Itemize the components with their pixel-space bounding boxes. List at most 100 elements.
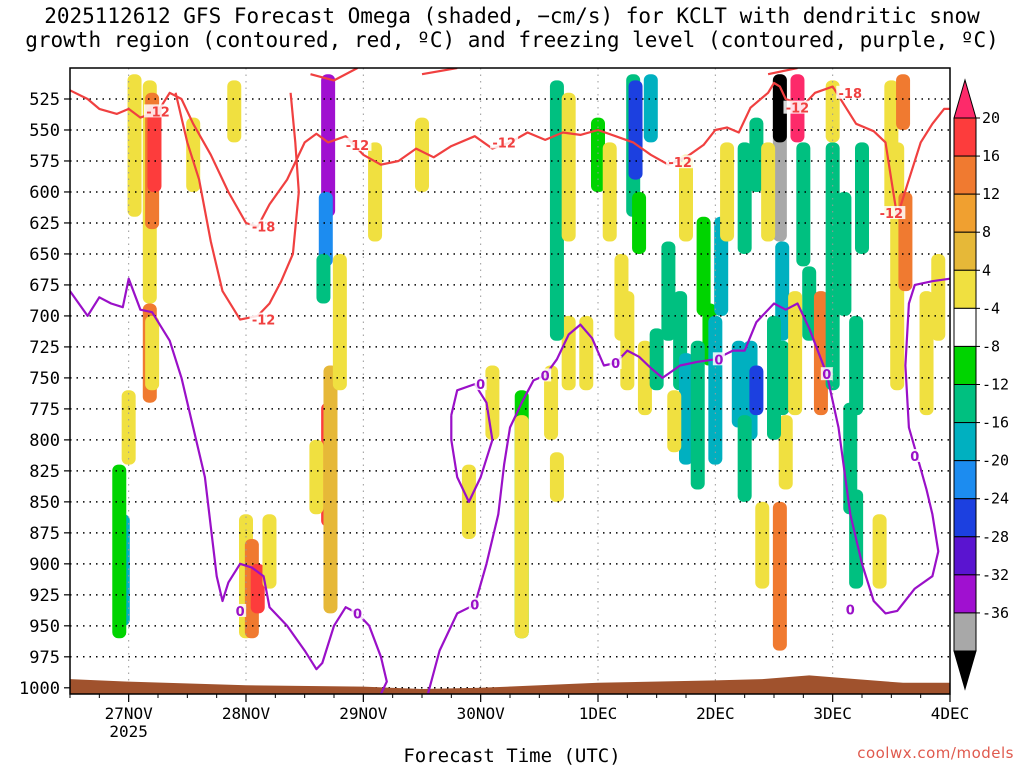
contour-label: -12 <box>786 102 810 117</box>
omega-cell <box>661 241 676 341</box>
omega-cell <box>731 340 746 428</box>
omega-cell <box>737 415 752 502</box>
omega-cell <box>772 74 787 143</box>
omega-cell <box>696 216 711 316</box>
colorbar-box <box>953 231 977 271</box>
dendritic-contour <box>767 68 798 76</box>
contour-label-bg <box>712 352 725 366</box>
x-tick-label: 2DEC <box>696 704 735 723</box>
omega-cell <box>825 80 840 143</box>
contour-label: 0 <box>846 604 855 619</box>
freezing-contour <box>450 383 494 503</box>
y-tick-label: 950 <box>29 617 60 637</box>
colorbar-box <box>953 307 977 347</box>
contour-labels: -12 -18 -12 -12 -12 -12 -12 -18 -12 0 0 0 0 0 0 0 0 0 0 <box>144 85 921 622</box>
omega-cell <box>250 563 265 614</box>
colorbar-box <box>953 536 977 576</box>
colorbar-label: 16 <box>982 147 1000 165</box>
colorbar-label: -20 <box>982 452 1009 470</box>
y-tick-label: 650 <box>29 245 60 265</box>
colorbar-label: -36 <box>982 604 1009 622</box>
x-year-label: 2025 <box>109 722 148 741</box>
omega-cell <box>849 315 864 416</box>
contour-label-bg <box>144 104 172 118</box>
y-tick-label: 825 <box>29 462 60 482</box>
omega-cell <box>321 74 336 217</box>
x-tick-label: 1DEC <box>579 704 618 723</box>
omega-cell <box>323 365 338 614</box>
omega-cell <box>145 315 160 391</box>
contour-label: 0 <box>611 357 620 372</box>
colorbar-box <box>953 384 977 424</box>
contour-label-bg <box>609 356 622 370</box>
colorbar-label: -12 <box>982 376 1009 394</box>
contour-label-bg <box>877 206 906 220</box>
contour-label: -12 <box>492 136 516 151</box>
contour-label: -12 <box>252 314 276 329</box>
dendritic-contour <box>310 68 359 82</box>
contour-label-bg <box>249 219 278 233</box>
y-tick-label: 550 <box>29 121 60 141</box>
omega-cell <box>318 191 333 267</box>
contour-label-bg <box>908 448 921 462</box>
x-tick-label: 28NOV <box>222 704 271 723</box>
omega-cell <box>761 142 776 242</box>
x-tick-label: 4DEC <box>931 704 970 723</box>
omega-cell <box>544 365 559 440</box>
contour-label-bg <box>820 367 833 381</box>
colorbar-box <box>953 193 977 233</box>
omega-cell <box>632 191 647 254</box>
omega-cell <box>316 253 331 304</box>
omega-cell <box>643 74 658 143</box>
omega-cell <box>855 142 869 254</box>
dendritic-contour <box>70 81 950 228</box>
y-tick-label: 875 <box>29 524 60 544</box>
contour-label-bg <box>468 597 481 611</box>
omega-cell <box>112 464 127 639</box>
omega-cell <box>788 291 803 416</box>
omega-cell <box>813 291 828 416</box>
colorbar-box <box>953 574 977 614</box>
y-tick-label: 900 <box>29 555 60 575</box>
colorbar-label: 20 <box>982 109 1000 127</box>
omega-cell <box>227 80 242 143</box>
omega-cell <box>514 415 529 639</box>
colorbar-label: 4 <box>982 261 991 279</box>
contour-label: 0 <box>353 607 362 622</box>
colorbar-label: -28 <box>982 528 1009 546</box>
colorbar-box <box>953 345 977 385</box>
colorbar-box <box>953 117 977 157</box>
omega-cell <box>708 315 723 465</box>
y-tick-label: 675 <box>29 276 60 296</box>
colorbar-box <box>953 269 977 309</box>
omega-cell <box>127 74 142 217</box>
colorbar-box <box>953 498 977 538</box>
omega-cell <box>549 452 564 502</box>
omega-cell <box>667 390 682 453</box>
x-tick-label: 3DEC <box>813 704 852 723</box>
omega-cell <box>772 501 787 651</box>
freezing-contour <box>426 277 950 694</box>
y-tick-label: 850 <box>29 493 60 513</box>
x-tick-label: 27NOV <box>105 704 154 723</box>
contour-label: 0 <box>910 450 919 465</box>
colorbar-box <box>953 155 977 195</box>
title-line-1: 2025112612 GFS Forecast Omega (shaded, −… <box>44 4 980 28</box>
contour-label-bg <box>490 135 519 149</box>
colorbar: 20 16 12 8 4 -4 -8 -12 -16 -20 -24 -28 -32 -36 <box>953 78 1009 691</box>
contour-label: -18 <box>252 221 276 236</box>
omega-cell <box>649 328 664 391</box>
contour-label: -12 <box>146 105 170 120</box>
contour-label-bg <box>351 606 364 620</box>
colorbar-label: -4 <box>982 299 1000 317</box>
x-tick-label: 29NOV <box>339 704 388 723</box>
y-tick-label: 625 <box>29 214 60 234</box>
y-tick-label: 600 <box>29 183 60 203</box>
omega-cell <box>825 142 840 391</box>
y-tick-label: 775 <box>29 400 60 420</box>
omega-shading <box>112 74 946 651</box>
x-axis: 27NOV 28NOV 29NOV 30NOV 1DEC 2DEC 3DEC 4DEC 2025 <box>69 694 970 741</box>
contour-label-bg <box>783 100 812 114</box>
y-tick-label: 800 <box>29 431 60 451</box>
